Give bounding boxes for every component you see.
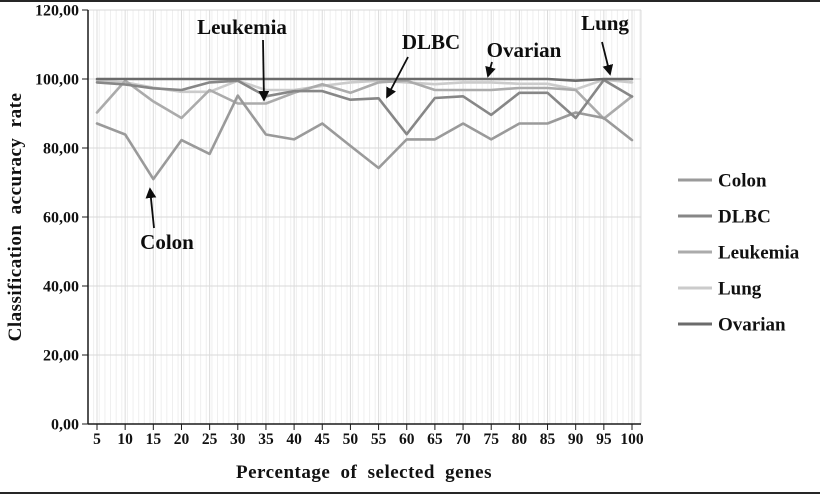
figure-bottom-border xyxy=(0,492,820,494)
legend-label: Colon xyxy=(718,171,767,192)
x-tick-label: 35 xyxy=(258,431,274,448)
legend-item-leukemia: Leukemia xyxy=(678,243,800,264)
x-tick-label: 55 xyxy=(371,431,387,448)
annotations: Leukemia DLBC Ovarian Lung Colon xyxy=(140,11,629,254)
x-tick-label: 15 xyxy=(146,431,162,448)
series-line-lung xyxy=(95,78,634,94)
annotation-label: Colon xyxy=(140,230,194,254)
x-axis-title: Percentage of selected genes xyxy=(236,462,492,483)
x-tick-label: 85 xyxy=(540,431,556,448)
annotation-label: Ovarian xyxy=(487,38,562,62)
legend-item-lung: Lung xyxy=(678,279,762,300)
x-tick-label: 10 xyxy=(117,431,133,448)
series-lines xyxy=(95,77,634,181)
y-tick-label: 60,00 xyxy=(43,210,79,227)
legend-item-ovarian: Ovarian xyxy=(678,315,786,336)
annotation-ovarian: Ovarian xyxy=(485,38,562,78)
legend-label: Ovarian xyxy=(718,315,786,336)
y-tick-label: 100,00 xyxy=(35,72,79,89)
y-tick-label: 0,00 xyxy=(51,417,79,434)
x-tick-label: 30 xyxy=(230,431,246,448)
legend-label: DLBC xyxy=(718,207,771,228)
y-axis-title: Classification accuracy rate xyxy=(5,93,26,342)
x-tick-label: 75 xyxy=(483,431,499,448)
annotation-label: Lung xyxy=(581,11,629,35)
x-tick-label: 100 xyxy=(620,431,644,448)
annotation-arrow xyxy=(145,187,157,229)
x-tick-label: 40 xyxy=(286,431,302,448)
annotation-arrow xyxy=(601,41,614,76)
axes: 0,00 20,00 40,00 60,00 80,00 100,00 120,00 5 10 1… xyxy=(35,3,644,449)
x-tick-label: 45 xyxy=(315,431,331,448)
legend-label: Leukemia xyxy=(718,243,800,264)
x-tick-label: 25 xyxy=(202,431,218,448)
x-tick-label: 95 xyxy=(596,431,612,448)
legend-item-dlbc: DLBC xyxy=(678,207,771,228)
series-line-ovarian xyxy=(95,77,634,82)
gridlines xyxy=(88,9,642,424)
annotation-arrow xyxy=(485,61,496,78)
y-tick-label: 40,00 xyxy=(43,279,79,296)
annotation-dlbc: DLBC xyxy=(386,30,460,99)
legend: Colon DLBC Leukemia Lung Ovarian xyxy=(678,171,800,336)
figure-top-border xyxy=(0,0,820,2)
series-line-dlbc xyxy=(95,78,634,136)
x-tick-label: 80 xyxy=(512,431,528,448)
y-tick-label: 20,00 xyxy=(43,348,79,365)
x-tick-label: 65 xyxy=(427,431,443,448)
annotation-label: Leukemia xyxy=(197,15,287,39)
legend-label: Lung xyxy=(718,279,762,300)
legend-item-colon: Colon xyxy=(678,171,767,192)
series-line-colon xyxy=(95,94,634,181)
x-tick-label: 70 xyxy=(455,431,471,448)
x-tick-label: 5 xyxy=(93,431,101,448)
x-tick-label: 90 xyxy=(568,431,584,448)
x-tick-label: 20 xyxy=(174,431,190,448)
x-tick-label: 50 xyxy=(343,431,359,448)
series-line-leukemia xyxy=(95,79,634,120)
y-tick-label: 120,00 xyxy=(35,3,79,20)
x-tick-label: 60 xyxy=(399,431,415,448)
annotation-label: DLBC xyxy=(402,30,460,54)
annotation-colon: Colon xyxy=(140,187,194,254)
annotation-leukemia: Leukemia xyxy=(197,15,287,102)
annotation-arrow xyxy=(258,39,270,102)
y-tick-label: 80,00 xyxy=(43,141,79,158)
annotation-arrow xyxy=(386,56,409,99)
annotation-lung: Lung xyxy=(581,11,629,76)
